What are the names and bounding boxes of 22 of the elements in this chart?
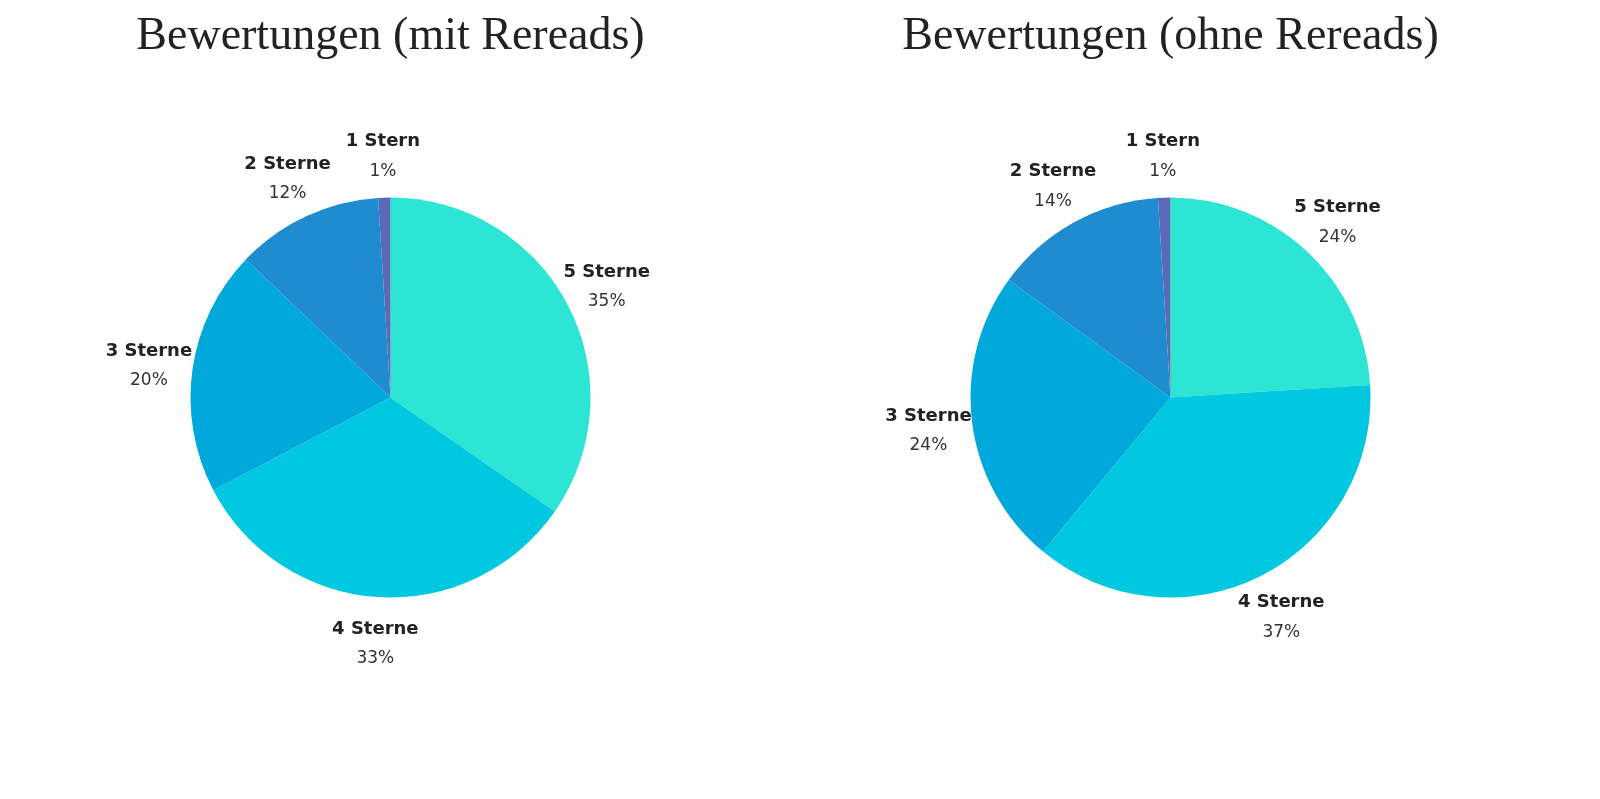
data-label: 24% [909,434,948,455]
data-label: 35% [587,290,626,311]
slice-label: 3 Sterne [105,338,193,360]
data-label: 1% [1149,159,1177,180]
data-label: 1% [369,159,397,180]
slice-label: 3 Sterne [885,403,972,425]
slice-label: 2 Sterne [1009,159,1097,181]
data-label: 33% [356,647,395,668]
slice-label: 1 Stern [1125,129,1200,151]
data-label: 24% [1318,225,1357,246]
chart-title: Bewertungen (ohne Rereads) [902,7,1439,59]
slice-label: 4 Sterne [1238,590,1325,612]
slice-label: 2 Sterne [244,151,331,173]
slice-label: 1 Stern [345,129,421,151]
chart-title: Bewertungen (mit Rereads) [136,7,645,59]
data-label: 37% [1262,620,1301,641]
slice-label: 5 Sterne [563,259,650,281]
data-label: 14% [1034,189,1072,210]
data-label: 12% [268,182,307,203]
slice-label: 4 Sterne [332,616,419,638]
slice-label: 5 Sterne [1294,195,1381,217]
data-label: 20% [129,369,168,390]
